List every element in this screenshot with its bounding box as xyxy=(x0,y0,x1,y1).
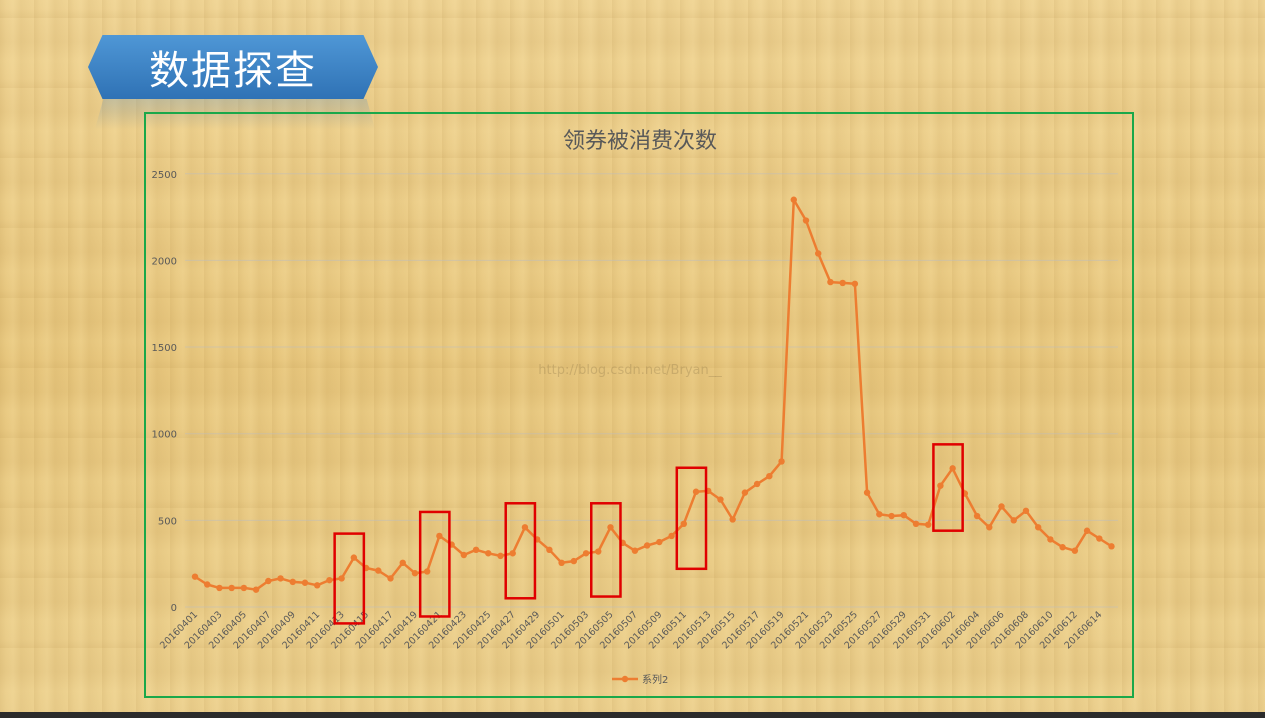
data-point xyxy=(411,570,419,577)
y-tick-label: 1000 xyxy=(152,430,177,441)
data-point xyxy=(1010,517,1017,524)
chart-title: 领券被消费次数 xyxy=(563,129,717,154)
data-point xyxy=(399,559,406,567)
data-point xyxy=(582,550,590,557)
data-point xyxy=(741,489,749,496)
data-point xyxy=(815,250,822,257)
data-point xyxy=(717,496,724,503)
bottom-bar xyxy=(0,712,1265,718)
data-point xyxy=(1071,547,1079,554)
highlight-box xyxy=(333,532,366,625)
data-point xyxy=(252,586,260,593)
data-point xyxy=(778,458,785,465)
data-point xyxy=(521,524,529,531)
watermark-text: http://blog.csdn.net/Bryan__ xyxy=(538,363,722,378)
data-point xyxy=(423,568,431,575)
legend-label: 系列2 xyxy=(642,673,668,686)
data-point xyxy=(375,567,382,574)
data-point xyxy=(509,550,516,557)
data-point xyxy=(326,576,333,584)
data-point xyxy=(912,520,920,528)
data-point xyxy=(802,217,810,224)
data-point xyxy=(1047,536,1054,543)
data-point xyxy=(338,575,345,582)
y-tick-label: 0 xyxy=(171,603,177,614)
data-point xyxy=(973,512,981,520)
data-point xyxy=(656,538,663,546)
data-point xyxy=(998,503,1005,510)
data-point xyxy=(1059,544,1066,551)
data-point xyxy=(863,489,871,496)
y-tick-label: 2000 xyxy=(152,256,177,267)
data-point xyxy=(289,578,296,586)
data-point xyxy=(265,577,272,585)
data-point xyxy=(925,521,932,528)
chart-legend: 系列2 xyxy=(612,673,668,686)
highlight-box xyxy=(418,510,451,618)
data-point xyxy=(387,575,394,582)
highlight-box xyxy=(675,466,708,571)
data-point xyxy=(949,465,956,472)
data-point xyxy=(986,524,993,531)
data-point xyxy=(436,532,443,540)
highlight-box xyxy=(932,443,964,532)
data-point xyxy=(937,482,944,489)
data-point xyxy=(1108,543,1115,550)
data-point xyxy=(314,582,321,589)
data-point xyxy=(888,512,895,520)
data-point xyxy=(692,488,700,495)
data-point xyxy=(1022,507,1030,515)
data-point xyxy=(277,575,284,582)
data-point xyxy=(631,547,639,554)
data-point xyxy=(753,480,761,488)
data-point xyxy=(1034,524,1042,531)
y-tick-label: 1500 xyxy=(152,343,177,354)
data-point xyxy=(790,196,797,203)
data-point xyxy=(570,557,578,565)
data-point xyxy=(472,546,480,554)
data-point xyxy=(546,546,553,554)
data-point xyxy=(301,579,309,586)
chart-frame xyxy=(144,112,1134,698)
data-point xyxy=(680,520,687,528)
series-line xyxy=(194,198,1113,591)
slide-title-banner: 数据探查 xyxy=(88,35,378,99)
y-tick-label: 500 xyxy=(158,516,177,527)
data-point xyxy=(350,554,358,561)
data-point xyxy=(851,280,859,287)
legend-marker-icon xyxy=(621,675,629,683)
data-point xyxy=(558,559,565,567)
data-point xyxy=(460,551,468,559)
data-point xyxy=(900,511,907,519)
data-point xyxy=(595,548,602,555)
y-tick-label: 2500 xyxy=(152,170,177,181)
data-point xyxy=(485,550,492,557)
data-point xyxy=(839,279,846,287)
data-point xyxy=(766,472,773,480)
data-point xyxy=(1096,535,1103,542)
title-reflection xyxy=(95,99,375,129)
data-point xyxy=(497,552,504,560)
data-point xyxy=(607,524,614,531)
data-point xyxy=(643,542,651,549)
highlight-box xyxy=(590,502,622,598)
data-point xyxy=(191,573,199,580)
data-point xyxy=(1083,527,1091,534)
data-point xyxy=(228,584,235,592)
data-point xyxy=(827,278,834,286)
slide-title: 数据探查 xyxy=(149,48,317,94)
data-point xyxy=(216,584,223,592)
data-point xyxy=(668,532,675,540)
data-point xyxy=(729,516,736,523)
data-point xyxy=(876,511,883,518)
data-point xyxy=(240,584,248,592)
data-point xyxy=(204,581,211,588)
highlight-box xyxy=(504,502,537,600)
